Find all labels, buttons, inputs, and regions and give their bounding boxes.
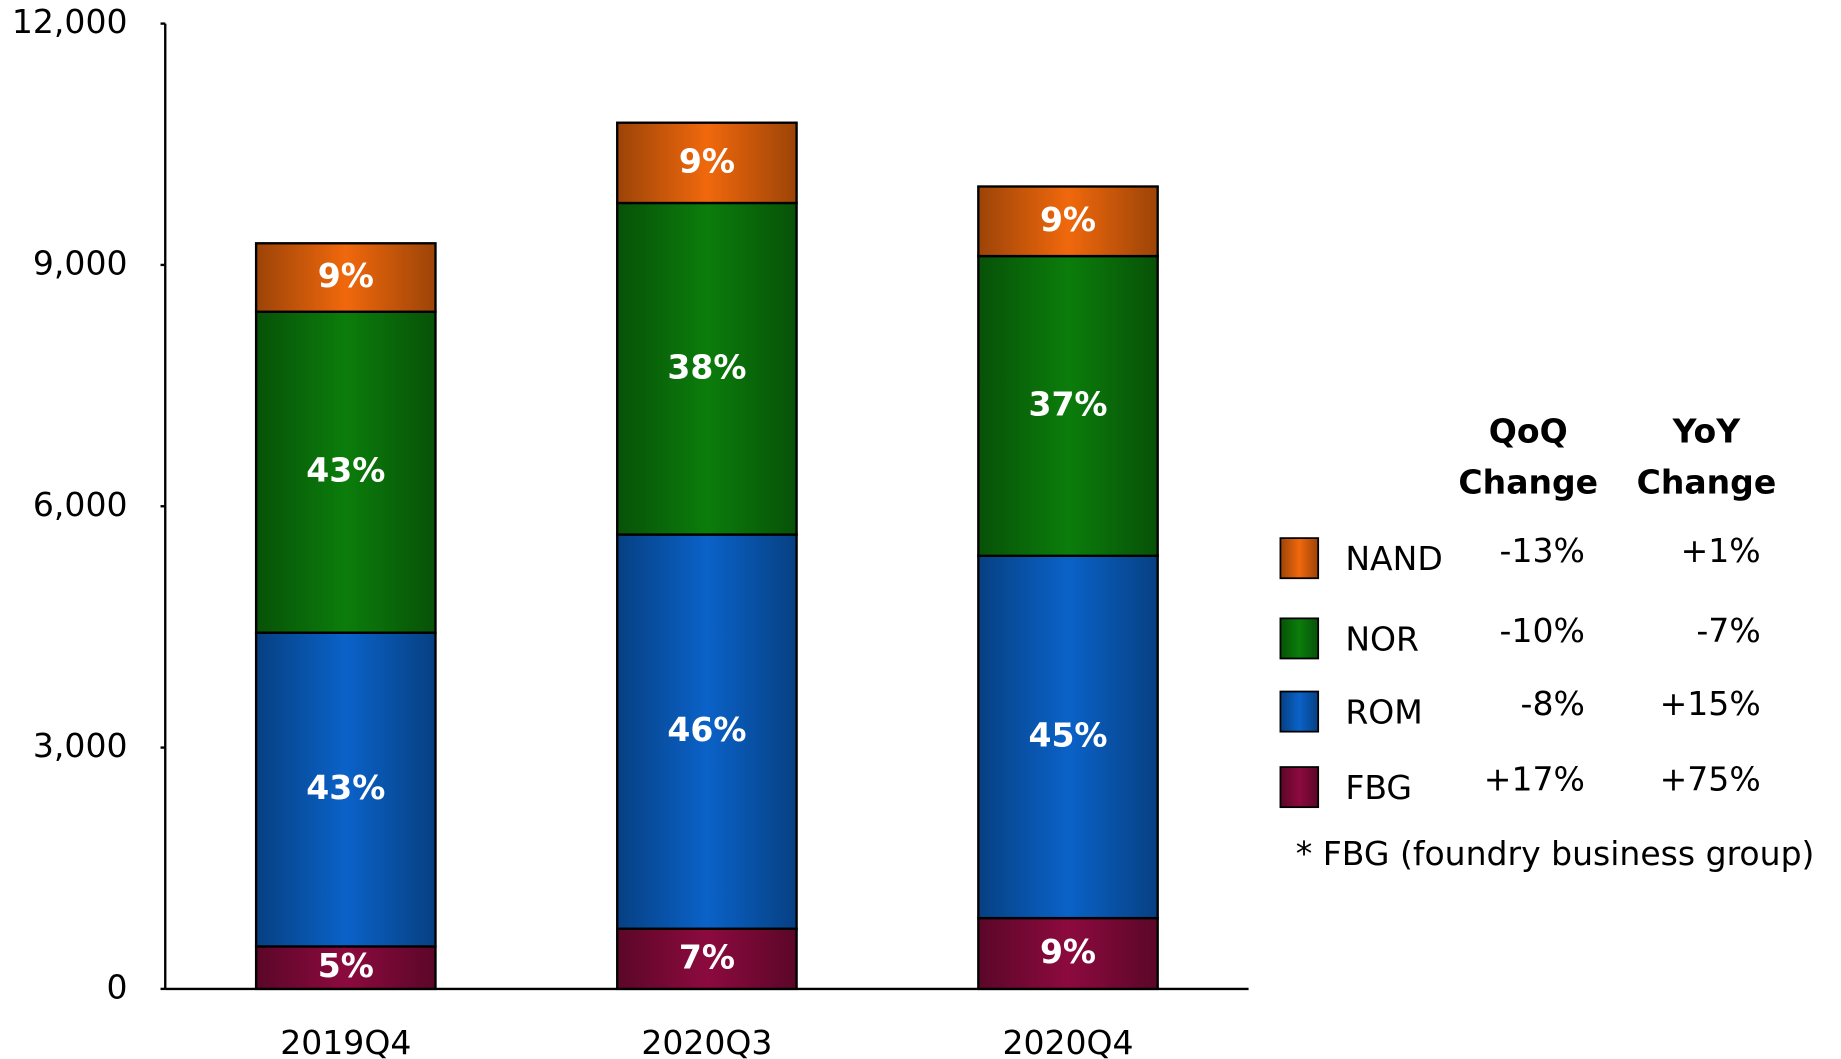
x-tick-label: 2019Q4	[280, 1023, 411, 1059]
data-label: 43%	[306, 768, 385, 807]
table-header: QoQ	[1489, 412, 1568, 451]
legend-label: FBG	[1345, 768, 1412, 807]
bar-shade	[254, 631, 437, 948]
y-tick-label: 9,000	[33, 243, 128, 282]
data-label: 46%	[667, 710, 746, 749]
y-tick-label: 3,000	[33, 726, 128, 765]
legend-swatch-shade	[1280, 538, 1319, 579]
qoq-change: -8%	[1521, 684, 1585, 723]
legend-swatch-shade	[1280, 767, 1319, 808]
table-header: Change	[1637, 462, 1777, 501]
table-header: YoY	[1672, 412, 1742, 451]
y-tick-label: 0	[106, 967, 127, 1006]
data-label: 37%	[1028, 384, 1107, 423]
bar-shade	[616, 927, 798, 991]
qoq-change: -10%	[1500, 611, 1585, 650]
data-label: 9%	[679, 141, 735, 180]
data-label: 9%	[1040, 200, 1096, 239]
qoq-change: +17%	[1484, 760, 1585, 799]
legend-label: NAND	[1345, 539, 1442, 578]
y-tick-label: 12,000	[12, 2, 128, 41]
data-label: 45%	[1028, 715, 1107, 754]
footnote: * FBG (foundry business group)	[1296, 834, 1815, 873]
y-tick-label: 6,000	[33, 485, 128, 524]
bar-shade	[977, 185, 1159, 258]
x-tick-label: 2020Q4	[1002, 1023, 1133, 1059]
data-label: 7%	[679, 937, 735, 976]
data-label: 9%	[318, 256, 374, 295]
yoy-change: -7%	[1696, 611, 1760, 650]
yoy-change: +1%	[1681, 531, 1761, 570]
qoq-change: -13%	[1500, 531, 1585, 570]
bar-shade	[616, 121, 798, 205]
yoy-change: +75%	[1660, 760, 1761, 799]
bar-shade	[616, 201, 798, 536]
data-label: 5%	[318, 946, 374, 985]
yoy-change: +15%	[1660, 684, 1761, 723]
legend-label: NOR	[1345, 619, 1419, 658]
x-tick-label: 2020Q3	[641, 1023, 772, 1059]
table-header: Change	[1458, 462, 1598, 501]
data-label: 38%	[667, 347, 746, 386]
legend-swatch-shade	[1280, 691, 1319, 732]
legend-label: ROM	[1345, 692, 1422, 731]
bar-shade	[977, 254, 1159, 557]
data-label: 43%	[306, 451, 385, 490]
data-label: 9%	[1040, 932, 1096, 971]
bar-shade	[254, 242, 437, 313]
legend-swatch-shade	[1280, 618, 1319, 659]
bar-shade	[977, 554, 1159, 920]
bar-shade	[254, 310, 437, 634]
